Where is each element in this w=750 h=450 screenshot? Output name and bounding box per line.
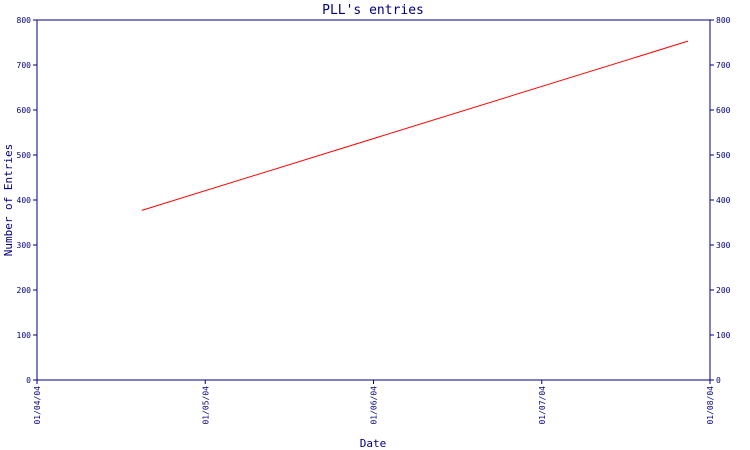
x-tick-label: 01/07/04 xyxy=(538,386,547,425)
y-axis-label: Number of Entries xyxy=(2,144,15,257)
x-tick-label: 01/06/04 xyxy=(370,386,379,425)
y-tick-label: 800 xyxy=(17,16,32,25)
y-tick-label-right: 800 xyxy=(716,16,731,25)
y-axis-left: 0 100 200 300 400 500 600 700 800 xyxy=(17,16,37,385)
series-line xyxy=(141,40,689,211)
y-axis-right: 0 100 200 300 400 500 600 700 800 xyxy=(710,16,731,385)
y-tick-label: 300 xyxy=(17,241,32,250)
x-tick-label: 01/05/04 xyxy=(201,386,210,425)
y-tick-label: 700 xyxy=(17,61,32,70)
y-tick-label: 100 xyxy=(17,331,32,340)
y-tick-label: 600 xyxy=(17,106,32,115)
y-tick-label: 500 xyxy=(17,151,32,160)
plot-frame xyxy=(36,19,711,381)
y-tick-label-right: 0 xyxy=(716,376,721,385)
y-tick-label-right: 600 xyxy=(716,106,731,115)
x-tick-label: 01/04/04 xyxy=(33,386,42,425)
y-tick-label-right: 400 xyxy=(716,196,731,205)
chart-title: PLL's entries xyxy=(322,3,424,18)
x-axis-label: Date xyxy=(360,437,387,450)
y-tick-label-right: 300 xyxy=(716,241,731,250)
x-axis: 01/04/04 01/05/04 01/06/04 01/07/04 01/08/04 xyxy=(33,380,715,425)
y-tick-label-right: 100 xyxy=(716,331,731,340)
series-layer xyxy=(141,40,689,211)
y-tick-label-right: 200 xyxy=(716,286,731,295)
y-tick-label: 400 xyxy=(17,196,32,205)
y-tick-label: 200 xyxy=(17,286,32,295)
y-tick-label-right: 500 xyxy=(716,151,731,160)
y-tick-label: 0 xyxy=(26,376,31,385)
y-tick-label-right: 700 xyxy=(716,61,731,70)
x-tick-label: 01/08/04 xyxy=(706,386,715,425)
